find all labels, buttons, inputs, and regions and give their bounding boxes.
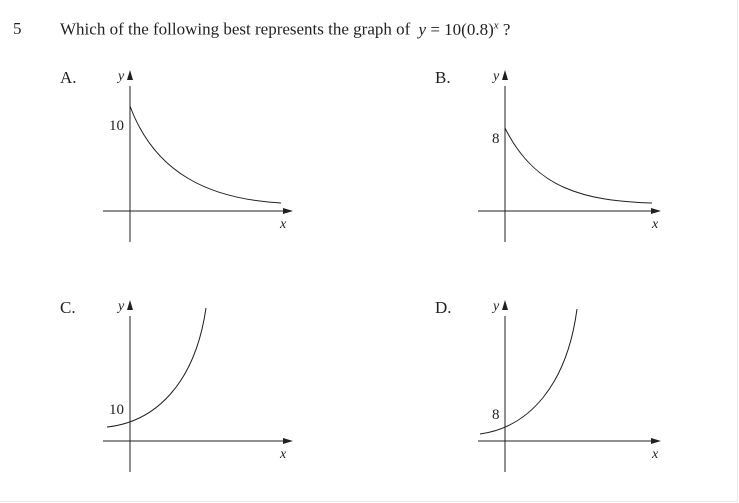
- option-d-graph[interactable]: y x 8: [475, 294, 675, 474]
- x-axis-arrow-icon: [651, 208, 661, 214]
- question-text: Which of the following best represents t…: [60, 19, 510, 40]
- option-b-graph[interactable]: y x 8: [475, 64, 675, 244]
- x-axis-arrow-icon: [651, 438, 661, 444]
- option-a-letter[interactable]: A.: [60, 68, 77, 87]
- x-axis-label: x: [651, 217, 659, 232]
- option-a-graph[interactable]: y x 10: [100, 64, 300, 244]
- equation-tail: ?: [498, 19, 511, 39]
- equation-exponent: x: [493, 19, 499, 31]
- y-axis-label: y: [491, 299, 500, 314]
- y-axis-arrow-icon: [502, 300, 508, 310]
- x-axis-arrow-icon: [283, 208, 293, 214]
- intercept-label: 8: [492, 131, 500, 147]
- decay-curve: [504, 127, 653, 204]
- y-axis-label: y: [491, 69, 500, 84]
- intercept-label: 10: [109, 402, 124, 418]
- x-axis-label: x: [279, 217, 287, 232]
- option-c-graph[interactable]: y x 10: [100, 294, 300, 474]
- x-axis-label: x: [651, 447, 659, 462]
- option-d-letter[interactable]: D.: [435, 298, 452, 317]
- y-axis-arrow-icon: [127, 70, 133, 80]
- question-prompt: Which of the following best represents t…: [60, 19, 411, 39]
- intercept-label: 10: [109, 118, 124, 134]
- growth-curve: [106, 307, 207, 428]
- x-axis-label: x: [279, 447, 287, 462]
- y-axis-arrow-icon: [502, 70, 508, 80]
- equation-lhs: y: [418, 19, 427, 39]
- y-axis-label: y: [116, 69, 125, 84]
- decay-curve: [129, 105, 282, 204]
- y-axis-arrow-icon: [127, 300, 133, 310]
- x-axis-arrow-icon: [283, 438, 293, 444]
- growth-curve: [479, 308, 578, 435]
- option-b-letter[interactable]: B.: [435, 68, 451, 87]
- question-equation: y = 10(0.8)x ?: [418, 19, 511, 39]
- equation-body: = 10(0.8): [426, 19, 494, 39]
- option-c-letter[interactable]: C.: [60, 298, 76, 317]
- question-number: 5: [13, 19, 22, 38]
- y-axis-label: y: [116, 299, 125, 314]
- intercept-label: 8: [492, 407, 500, 423]
